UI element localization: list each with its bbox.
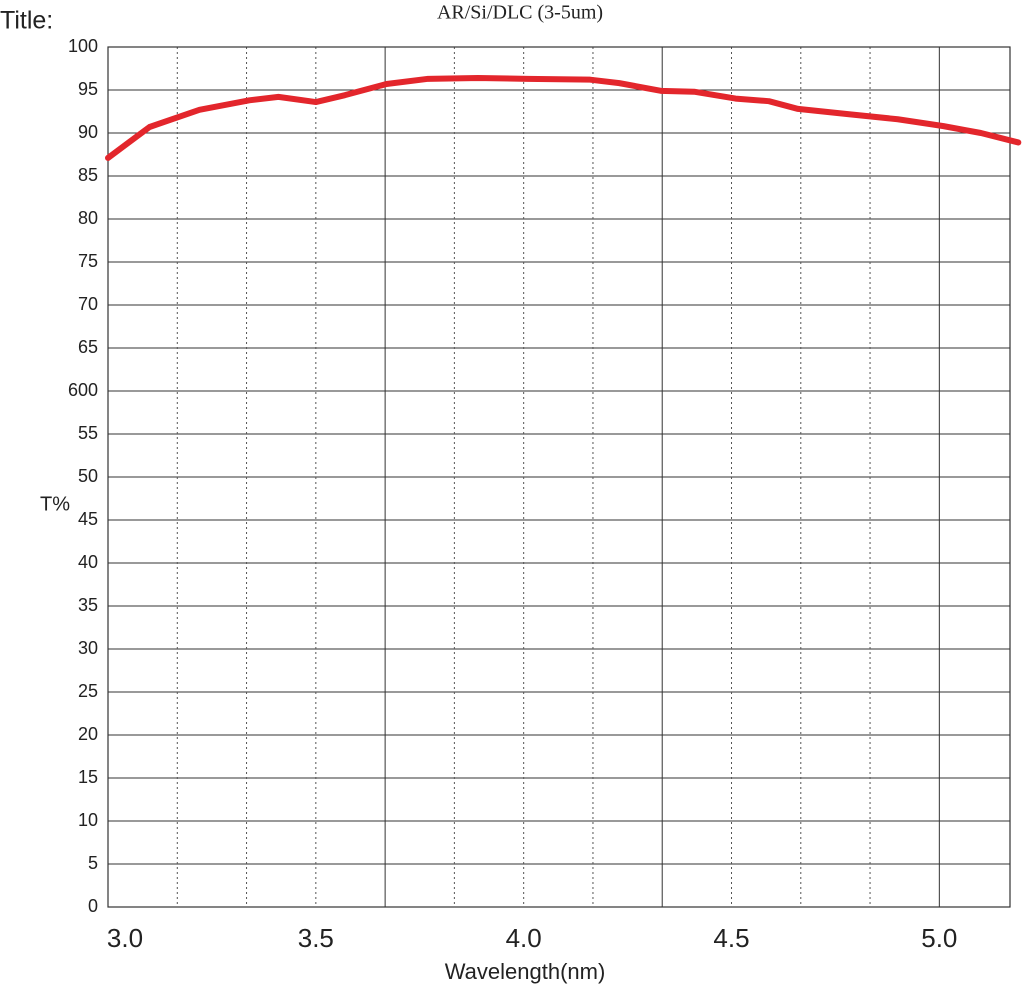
data-line [105,74,1022,161]
y-tick-label: 40 [78,552,98,572]
plot-frame [107,46,1011,908]
y-tick-label: 50 [78,466,98,486]
x-tick-label: 5.0 [921,923,957,953]
y-tick-label: 45 [78,509,98,529]
y-tick-label: 95 [78,79,98,99]
y-tick-label: 10 [78,810,98,830]
x-tick-label: 4.5 [713,923,749,953]
y-tick-label: 75 [78,251,98,271]
y-axis-label: T% [40,493,70,515]
y-tick-label: 600 [68,380,98,400]
y-tick-label: 90 [78,122,98,142]
y-tick-label: 35 [78,595,98,615]
y-tick-label: 80 [78,208,98,228]
y-tick-label: 70 [78,294,98,314]
x-tick-label: 3.0 [107,923,143,953]
y-tick-label: 25 [78,681,98,701]
x-tick-label: 4.0 [506,923,542,953]
x-tick-label: 3.5 [298,923,334,953]
chart-title: AR/Si/DLC (3-5um) [437,2,603,24]
y-tick-label: 100 [68,36,98,56]
y-tick-label: 15 [78,767,98,787]
y-tick-label: 55 [78,423,98,443]
y-tick-label: 65 [78,337,98,357]
y-tick-label: 85 [78,165,98,185]
y-tick-label: 5 [88,853,98,873]
x-axis-label: Wavelength(nm) [445,959,606,984]
title-label: Title: [0,7,53,35]
y-tick-label: 20 [78,724,98,744]
y-tick-label: 30 [78,638,98,658]
y-tick-label: 0 [88,896,98,916]
